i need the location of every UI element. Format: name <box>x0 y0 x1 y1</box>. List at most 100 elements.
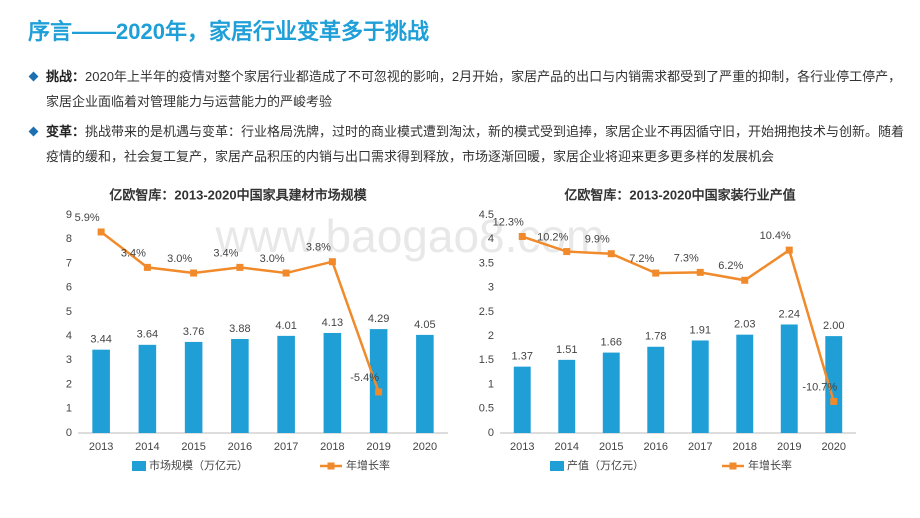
y-tick-label: 4 <box>66 330 72 342</box>
y-tick-label: 2.5 <box>479 306 494 318</box>
growth-marker <box>518 233 526 241</box>
x-tick-label: 2013 <box>89 441 113 453</box>
bar <box>369 329 388 433</box>
bar <box>138 344 157 433</box>
bar <box>323 332 342 433</box>
bar <box>736 334 754 433</box>
legend-label: 年增长率 <box>748 458 792 472</box>
x-tick-label: 2014 <box>555 441 579 453</box>
y-tick-label: 4.5 <box>479 209 494 221</box>
bullet-text: 2020年上半年的疫情对整个家居行业都造成了不可忽视的影响，2月开始，家居产品的… <box>46 69 902 109</box>
bar <box>602 352 620 433</box>
growth-marker <box>236 263 244 271</box>
bar <box>513 366 531 433</box>
x-tick-label: 2018 <box>733 441 757 453</box>
bar-label: 2.03 <box>734 319 755 331</box>
y-tick-label: 9 <box>66 209 72 221</box>
growth-marker <box>282 269 290 277</box>
chart-title: 亿欧智库：2013-2020中国家具建材市场规模 <box>109 187 367 202</box>
growth-label: 10.2% <box>537 231 568 243</box>
bar-label: 2.24 <box>779 308 800 320</box>
legend-swatch <box>132 461 146 471</box>
y-tick-label: 2 <box>66 378 72 390</box>
legend-swatch <box>327 462 335 470</box>
legend-label: 年增长率 <box>346 458 390 472</box>
growth-marker <box>190 269 198 277</box>
growth-label: -10.7% <box>802 381 837 393</box>
growth-label: -5.4% <box>350 372 379 384</box>
bar <box>416 334 434 433</box>
bar-label: 2.00 <box>823 320 844 332</box>
bullet: 挑战：2020年上半年的疫情对整个家居行业都造成了不可忽视的影响，2月开始，家居… <box>28 64 908 114</box>
y-tick-label: 7 <box>66 257 72 269</box>
bar <box>231 339 249 433</box>
growth-label: 3.4% <box>213 247 238 259</box>
slide-title: 序言——2020年，家居行业变革多于挑战 <box>28 19 429 44</box>
bar-label: 1.78 <box>645 331 666 343</box>
growth-marker <box>328 258 336 266</box>
growth-marker <box>375 388 383 396</box>
x-tick-label: 2017 <box>688 441 712 453</box>
bullet-text: 挑战带来的是机遇与变革：行业格局洗牌，过时的商业模式遭到淘汰，新的模式受到追捧，… <box>46 124 905 164</box>
growth-label: 9.9% <box>585 234 610 246</box>
growth-label: 3.8% <box>306 242 331 254</box>
x-tick-label: 2016 <box>228 441 252 453</box>
bar <box>184 341 203 433</box>
bar-label: 3.88 <box>229 323 250 335</box>
bar <box>92 349 110 433</box>
bar-label: 3.64 <box>137 329 158 341</box>
y-tick-label: 3 <box>66 354 72 366</box>
bar-label: 4.01 <box>275 320 296 332</box>
growth-label: 3.0% <box>260 253 285 265</box>
growth-marker <box>830 397 838 405</box>
legend-swatch <box>729 462 737 470</box>
x-tick-label: 2020 <box>822 441 846 453</box>
y-tick-label: 2 <box>488 330 494 342</box>
x-tick-label: 2014 <box>135 441 159 453</box>
x-tick-label: 2019 <box>366 441 390 453</box>
y-tick-label: 1 <box>66 403 72 415</box>
growth-label: 12.3% <box>493 216 524 228</box>
bar-label: 4.29 <box>368 313 389 325</box>
y-tick-label: 0 <box>488 427 494 439</box>
x-tick-label: 2019 <box>777 441 801 453</box>
growth-marker <box>607 250 615 258</box>
bar-label: 3.76 <box>183 326 204 338</box>
growth-label: 3.0% <box>167 253 192 265</box>
watermark: www.baogao8.com <box>215 210 605 262</box>
y-tick-label: 6 <box>66 282 72 294</box>
x-tick-label: 2016 <box>644 441 668 453</box>
y-tick-label: 1.5 <box>479 354 494 366</box>
bar-label: 1.37 <box>512 351 533 363</box>
bar-label: 1.66 <box>601 336 622 348</box>
bullet: 变革：挑战带来的是机遇与变革：行业格局洗牌，过时的商业模式遭到淘汰，新的模式受到… <box>28 119 908 169</box>
bar <box>825 336 843 433</box>
y-tick-label: 0 <box>66 427 72 439</box>
bar-label: 1.91 <box>690 324 711 336</box>
bar <box>647 346 665 433</box>
y-tick-label: 0.5 <box>479 403 494 415</box>
y-tick-label: 8 <box>66 233 72 245</box>
growth-label: 3.4% <box>121 247 146 259</box>
x-tick-label: 2013 <box>510 441 534 453</box>
bullet-label: 变革： <box>46 124 86 139</box>
growth-label: 5.9% <box>75 212 100 224</box>
x-tick-label: 2015 <box>181 441 205 453</box>
growth-marker <box>696 268 704 276</box>
bar <box>277 335 295 433</box>
legend-label: 市场规模（万亿元） <box>149 458 248 472</box>
growth-label: 6.2% <box>718 260 743 272</box>
x-tick-label: 2015 <box>599 441 623 453</box>
x-tick-label: 2017 <box>274 441 298 453</box>
growth-marker <box>563 248 571 256</box>
growth-line <box>521 235 835 402</box>
growth-label: 7.3% <box>674 252 699 264</box>
bar-label: 4.13 <box>322 317 343 329</box>
bar-label: 1.51 <box>556 344 577 356</box>
bullet-label: 挑战： <box>46 69 86 84</box>
bar <box>780 324 798 433</box>
growth-marker <box>741 276 749 284</box>
x-tick-label: 2018 <box>320 441 344 453</box>
